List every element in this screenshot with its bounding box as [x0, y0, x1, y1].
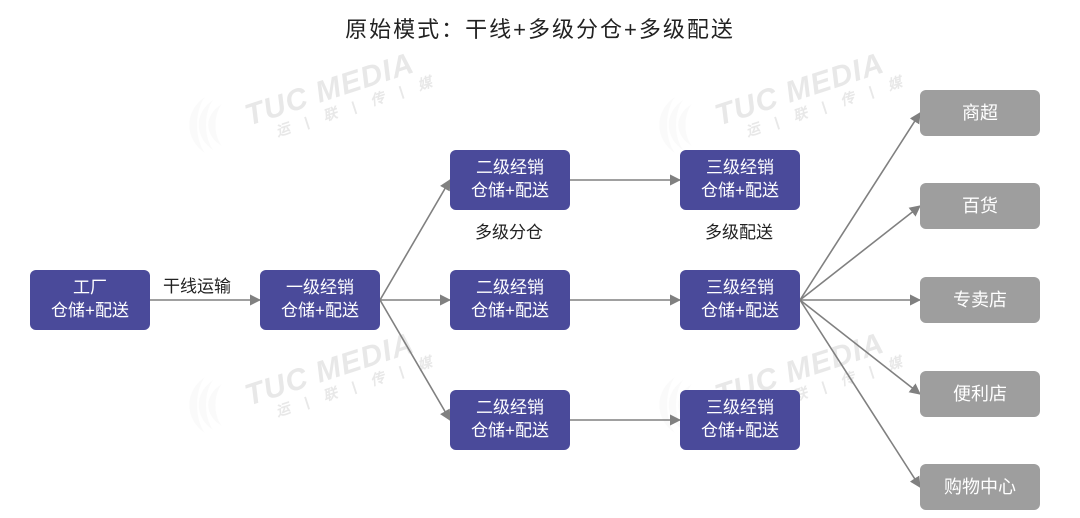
node-dist3-top: 三级经销 仓储+配送	[680, 150, 800, 210]
node-dist2-top: 二级经销 仓储+配送	[450, 150, 570, 210]
node-label: 便利店	[953, 382, 1007, 406]
node-dist3-mid: 三级经销 仓储+配送	[680, 270, 800, 330]
node-line2: 仓储+配送	[471, 300, 549, 323]
node-retail-department: 百货	[920, 183, 1040, 229]
watermark-swirl-icon	[170, 90, 240, 160]
node-line2: 仓储+配送	[281, 300, 359, 323]
node-line1: 二级经销	[476, 157, 544, 180]
node-dist2-bot: 二级经销 仓储+配送	[450, 390, 570, 450]
watermark-text: TUC MEDIA运 | 联 | 传 | 媒	[241, 41, 440, 148]
node-dist3-bot: 三级经销 仓储+配送	[680, 390, 800, 450]
node-retail-specialty: 专卖店	[920, 277, 1040, 323]
node-line2: 仓储+配送	[51, 300, 129, 323]
node-label: 专卖店	[953, 288, 1007, 312]
node-retail-mall: 购物中心	[920, 464, 1040, 510]
node-line1: 一级经销	[286, 277, 354, 300]
node-label: 商超	[962, 101, 998, 125]
node-line1: 二级经销	[476, 397, 544, 420]
node-line1: 三级经销	[706, 157, 774, 180]
node-line2: 仓储+配送	[701, 300, 779, 323]
node-label: 百货	[962, 194, 998, 218]
node-dist1: 一级经销 仓储+配送	[260, 270, 380, 330]
watermark-swirl-icon	[170, 370, 240, 440]
edge-label-multi-warehouse: 多级分仓	[475, 218, 543, 243]
watermark-text: TUC MEDIA运 | 联 | 传 | 媒	[241, 321, 440, 428]
diagram-title: 原始模式：干线+多级分仓+多级配送	[0, 12, 1080, 44]
node-retail-supermarket: 商超	[920, 90, 1040, 136]
node-line1: 三级经销	[706, 277, 774, 300]
edge-label-multi-delivery: 多级配送	[705, 218, 773, 243]
watermark-text: TUC MEDIA运 | 联 | 传 | 媒	[711, 41, 910, 148]
node-line1: 二级经销	[476, 277, 544, 300]
node-line1: 三级经销	[706, 397, 774, 420]
node-factory: 工厂 仓储+配送	[30, 270, 150, 330]
node-line1: 工厂	[73, 277, 107, 300]
edge-label-trunk: 干线运输	[163, 272, 231, 297]
node-line2: 仓储+配送	[471, 420, 549, 443]
node-retail-convenience: 便利店	[920, 371, 1040, 417]
node-line2: 仓储+配送	[701, 420, 779, 443]
node-dist2-mid: 二级经销 仓储+配送	[450, 270, 570, 330]
node-line2: 仓储+配送	[471, 180, 549, 203]
node-label: 购物中心	[944, 475, 1016, 499]
node-line2: 仓储+配送	[701, 180, 779, 203]
diagram-canvas: TUC MEDIA运 | 联 | 传 | 媒 TUC MEDIA运 | 联 | …	[0, 0, 1080, 518]
